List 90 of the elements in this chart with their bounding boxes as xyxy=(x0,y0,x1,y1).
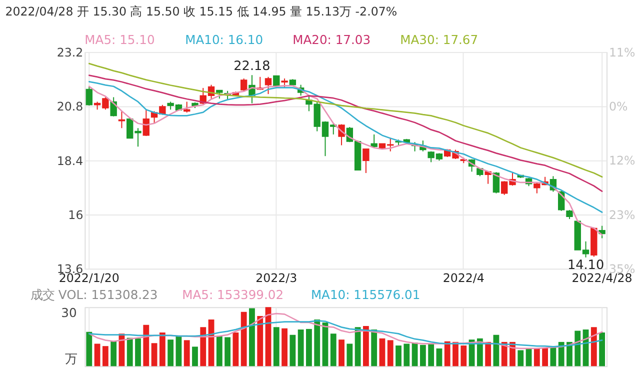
bar xyxy=(338,340,344,366)
bar xyxy=(599,332,605,366)
bar xyxy=(558,342,564,366)
bar xyxy=(168,340,174,366)
bar xyxy=(436,348,442,366)
y2-tick-label: 12% xyxy=(608,154,636,168)
bar xyxy=(224,337,231,366)
y2-tick-label: 11% xyxy=(608,46,636,60)
bar xyxy=(428,344,434,366)
bar xyxy=(314,320,320,366)
bar xyxy=(232,332,239,366)
text: 30 xyxy=(61,306,77,320)
bar xyxy=(590,327,597,366)
text: MA5: 15.10 xyxy=(84,33,155,48)
bar xyxy=(151,343,158,366)
bar xyxy=(379,338,386,366)
bar xyxy=(387,340,394,366)
y2-tick-label: 0% xyxy=(608,100,628,114)
text: 万 xyxy=(64,352,77,366)
bar xyxy=(518,350,524,366)
bar xyxy=(298,330,304,366)
candlestick xyxy=(240,78,248,92)
candlestick xyxy=(110,96,117,117)
x-tick-label: 2022/4 xyxy=(442,270,484,285)
bar xyxy=(444,341,450,366)
series-label: MA10: 115576.01 xyxy=(310,288,420,302)
y-tick-label: 23.2 xyxy=(56,46,84,60)
bar xyxy=(176,336,182,366)
annotation: 22.18 xyxy=(234,59,270,74)
bar xyxy=(404,344,410,366)
candlestick xyxy=(492,172,500,194)
x-tick-label: 2022/3 xyxy=(256,270,298,285)
bar xyxy=(192,346,198,366)
bar xyxy=(86,332,92,366)
bar xyxy=(566,342,572,366)
bar xyxy=(550,346,556,366)
bar xyxy=(330,334,336,366)
text: MA10: 16.10 xyxy=(185,33,264,48)
bar xyxy=(216,336,222,366)
line-series xyxy=(88,74,603,192)
bar xyxy=(534,348,540,366)
bar xyxy=(110,341,117,366)
bar xyxy=(485,342,492,366)
bar xyxy=(143,324,150,366)
chart-title: 2022/04/28 开 15.30 高 15.50 收 15.15 低 14.95 量 15.13万 -2.07% xyxy=(5,4,398,19)
bar xyxy=(249,308,255,366)
candlestick xyxy=(566,210,573,220)
bar xyxy=(135,338,141,366)
bar xyxy=(322,322,328,366)
y2-tick-label: 23% xyxy=(608,208,636,222)
bar xyxy=(306,328,312,366)
y-tick-label: 20.8 xyxy=(56,100,84,114)
text: MA20: 17.03 xyxy=(292,33,371,48)
line-series xyxy=(88,80,603,213)
y-tick-label: 18.4 xyxy=(56,154,84,168)
candlestick xyxy=(86,86,93,106)
chart-title: 成交 VOL: 151308.23 xyxy=(30,288,158,302)
bar xyxy=(273,327,280,366)
series-label: MA5: 153399.02 xyxy=(182,288,284,302)
bar xyxy=(200,327,206,366)
bar xyxy=(412,342,418,366)
bar xyxy=(257,316,264,366)
bar xyxy=(542,348,548,366)
bar xyxy=(452,342,458,366)
bar xyxy=(460,345,467,366)
bar xyxy=(94,344,100,366)
candlestick xyxy=(281,78,288,88)
bar xyxy=(354,327,361,366)
bar xyxy=(282,328,288,366)
bar xyxy=(240,312,247,366)
bar xyxy=(396,345,402,366)
bar xyxy=(102,346,108,366)
bar xyxy=(363,326,369,366)
bar xyxy=(371,330,378,366)
bar xyxy=(574,330,581,366)
candlestick xyxy=(118,110,126,129)
candlestick xyxy=(264,76,272,95)
candlestick xyxy=(184,101,190,114)
candlestick xyxy=(370,134,378,148)
bar xyxy=(126,338,133,366)
bar xyxy=(346,344,353,366)
bar xyxy=(159,332,166,366)
line-series xyxy=(88,62,603,178)
bar xyxy=(290,334,296,366)
bar xyxy=(184,340,190,366)
bar xyxy=(420,344,426,366)
annotation: 14.10 xyxy=(567,258,604,274)
y-tick-label: 16 xyxy=(68,208,84,222)
text: MA30: 17.67 xyxy=(400,33,478,48)
candlestick xyxy=(362,148,370,174)
